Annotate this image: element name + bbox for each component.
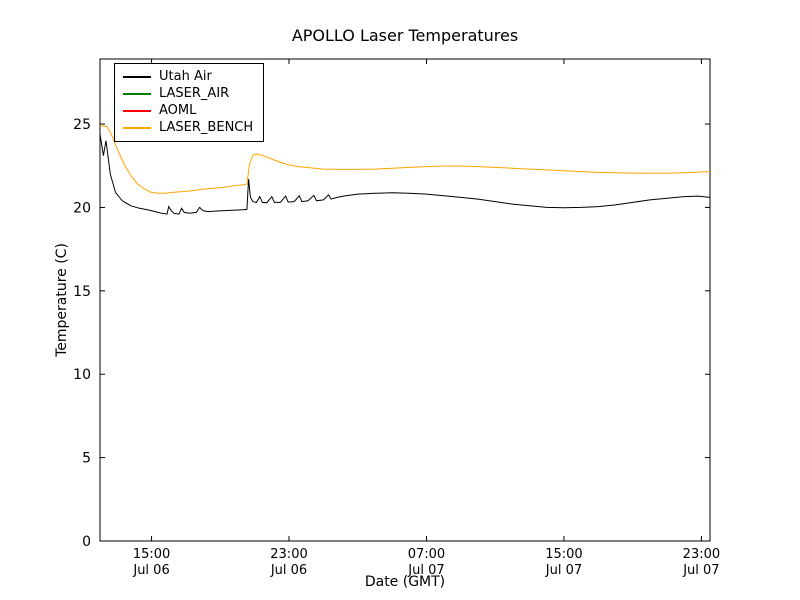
legend-line-swatch <box>123 110 151 112</box>
y-tick-label: 10 <box>73 367 91 383</box>
x-tick-label-time: 23:00 <box>683 547 720 562</box>
y-tick-label: 5 <box>82 451 91 467</box>
legend-item: LASER_BENCH <box>123 120 253 136</box>
legend-item: AOML <box>123 103 253 119</box>
legend: Utah Air LASER_AIR AOML LASER_BENCH <box>114 63 265 142</box>
y-axis-label: Temperature (C) <box>54 243 70 357</box>
legend-label: Utah Air <box>159 69 212 84</box>
y-tick-label: 0 <box>82 534 91 550</box>
plot-border <box>99 58 711 542</box>
y-tick-label: 25 <box>73 117 91 133</box>
x-axis-label: Date (GMT) <box>364 574 446 590</box>
x-tick-label-time: 23:00 <box>270 547 307 562</box>
x-tick-label-date: Jul 07 <box>407 563 444 578</box>
legend-line-swatch <box>123 93 151 95</box>
legend-label: LASER_BENCH <box>159 120 254 135</box>
series-line-laser-bench <box>99 125 711 194</box>
chart-title: APOLLO Laser Temperatures <box>291 26 519 45</box>
x-tick-label-time: 15:00 <box>545 547 582 562</box>
legend-line-swatch <box>123 127 151 129</box>
legend-label: AOML <box>159 103 197 118</box>
x-tick-label-date: Jul 06 <box>132 563 169 578</box>
legend-line-swatch <box>123 76 151 78</box>
x-tick-label-date: Jul 07 <box>545 563 582 578</box>
series-line-utah-air <box>99 134 711 215</box>
x-tick-label-time: 15:00 <box>133 547 170 562</box>
legend-item: Utah Air <box>123 69 253 85</box>
y-tick-label: 20 <box>73 200 91 216</box>
legend-item: LASER_AIR <box>123 86 253 102</box>
x-tick-label-time: 07:00 <box>408 547 445 562</box>
x-tick-label-date: Jul 07 <box>682 563 719 578</box>
legend-label: LASER_AIR <box>159 86 230 101</box>
x-tick-label-date: Jul 06 <box>270 563 307 578</box>
y-tick-label: 15 <box>73 284 91 300</box>
